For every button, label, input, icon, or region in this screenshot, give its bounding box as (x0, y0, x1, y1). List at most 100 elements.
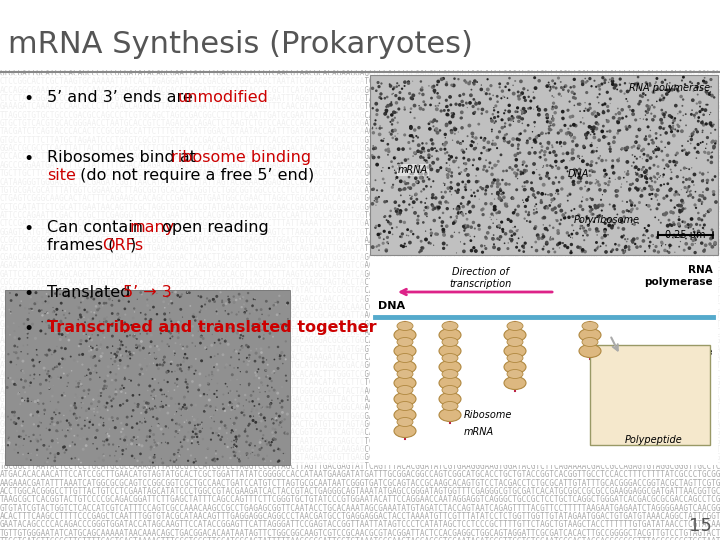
Point (384, 219, 396, 228)
Point (181, 288, 193, 296)
Point (182, 445, 194, 454)
Point (157, 458, 168, 467)
Point (431, 117, 443, 126)
Point (157, 402, 168, 411)
Point (391, 223, 402, 232)
Point (606, 224, 618, 232)
Point (554, 239, 566, 247)
Text: TGATGGGGAGAAGGTTTGAGATCCTCATGAGCGGGGTTATCGAAAAAAAGAATGGCTCGCCATTTTAATGGACTCTACAA: TGATGGGGAGAAGGTTTGAGATCCTCATGAGCGGGGTTAT… (0, 328, 720, 337)
Point (673, 242, 685, 251)
Ellipse shape (504, 328, 526, 341)
Point (425, 225, 436, 234)
Point (164, 308, 176, 317)
Point (584, 75, 595, 83)
Point (48, 408, 60, 417)
Point (145, 330, 157, 339)
Point (528, 160, 540, 168)
Point (650, 145, 662, 154)
Point (642, 156, 653, 165)
Point (161, 292, 173, 301)
Point (87, 421, 99, 429)
Point (633, 84, 644, 92)
Point (648, 149, 660, 158)
Point (651, 142, 662, 151)
Point (31, 451, 42, 460)
Point (201, 345, 212, 353)
Point (158, 358, 170, 367)
Point (241, 368, 253, 376)
Point (220, 332, 232, 341)
Point (640, 91, 652, 99)
Point (47, 436, 58, 445)
Point (149, 450, 161, 459)
Point (665, 208, 677, 217)
Point (48, 348, 60, 357)
Point (616, 218, 628, 226)
Point (235, 294, 246, 303)
Point (676, 127, 688, 136)
Point (268, 367, 279, 376)
Point (244, 309, 256, 318)
Point (368, 129, 379, 137)
Point (427, 193, 438, 202)
Point (461, 99, 472, 108)
Point (125, 331, 136, 340)
Point (412, 178, 423, 186)
Point (680, 234, 692, 243)
Point (171, 375, 183, 383)
Point (30, 334, 41, 343)
Point (374, 93, 386, 102)
Point (443, 106, 454, 114)
Point (257, 434, 269, 443)
Point (562, 197, 574, 205)
Point (639, 173, 651, 182)
Point (245, 455, 256, 463)
Point (194, 381, 206, 390)
Point (607, 77, 618, 86)
Point (50, 328, 62, 337)
Point (426, 139, 438, 148)
Point (223, 295, 235, 304)
Point (204, 386, 215, 394)
Point (629, 201, 641, 210)
Point (163, 387, 174, 396)
Point (588, 123, 600, 132)
Point (373, 153, 384, 161)
Point (392, 130, 404, 138)
Point (184, 363, 195, 372)
Point (651, 74, 662, 83)
Point (684, 132, 696, 141)
Point (492, 179, 503, 188)
Point (510, 161, 522, 170)
Point (139, 321, 150, 329)
Point (482, 138, 494, 147)
Point (567, 154, 578, 163)
Point (24, 300, 35, 309)
Point (677, 102, 688, 110)
Point (554, 239, 565, 248)
Point (666, 124, 678, 133)
Point (190, 423, 202, 432)
Point (528, 206, 539, 214)
Point (696, 198, 708, 206)
Point (270, 297, 282, 306)
Point (577, 113, 588, 122)
Point (487, 219, 499, 227)
Point (663, 216, 675, 225)
Point (94, 420, 105, 429)
Point (147, 458, 158, 467)
Point (599, 186, 611, 195)
Point (135, 346, 146, 354)
Point (22, 349, 33, 358)
Point (237, 334, 248, 343)
Point (278, 456, 289, 465)
Point (153, 379, 164, 387)
Point (584, 123, 595, 131)
Point (618, 212, 630, 221)
Point (428, 122, 439, 131)
Point (123, 298, 135, 306)
Point (477, 248, 488, 256)
Point (437, 193, 449, 201)
Point (436, 221, 448, 230)
Point (668, 231, 680, 240)
